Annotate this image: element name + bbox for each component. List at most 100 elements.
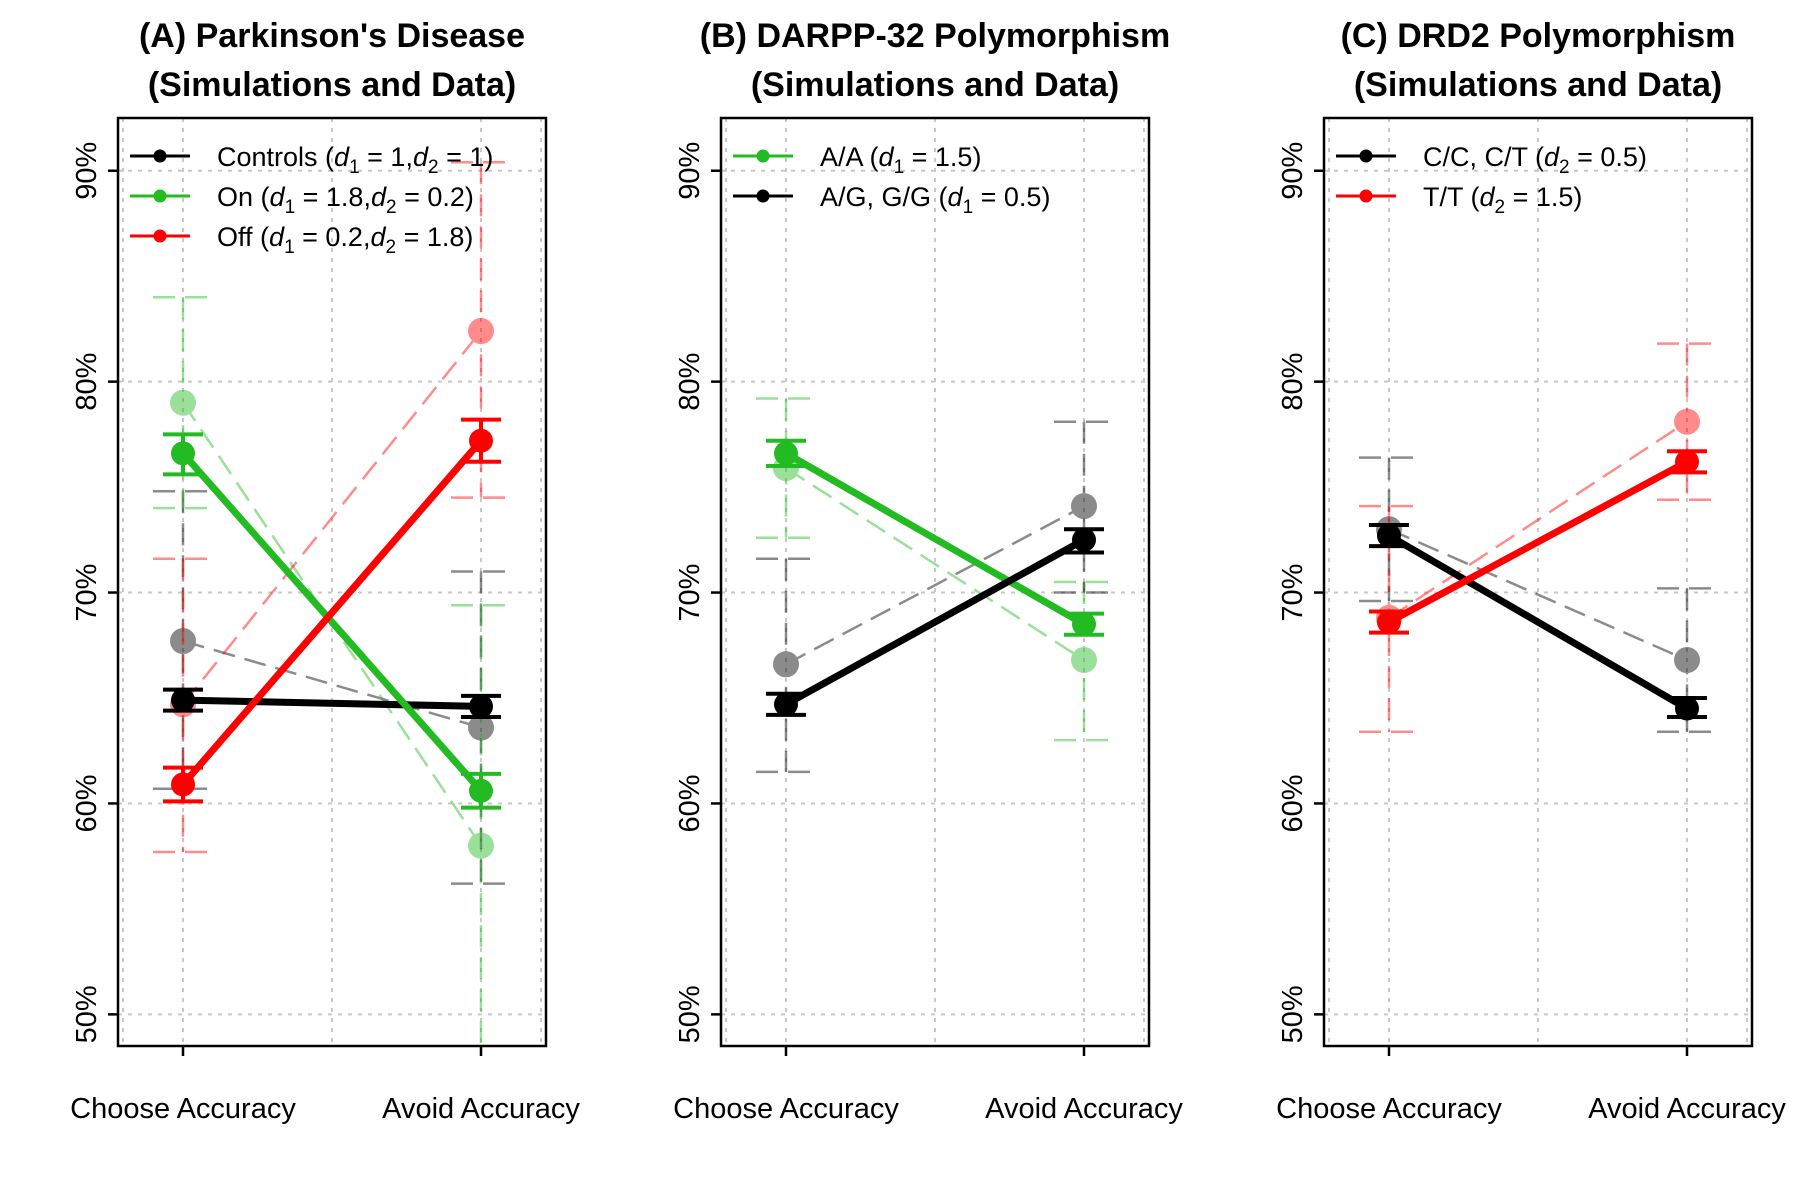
legend: C/C, C/T (d2 = 0.5) T/T (d2 = 1.5) [1336, 142, 1647, 218]
legend-label: On (d1 = 1.8,d2 = 0.2) [217, 182, 474, 218]
chart-panel-2: (C) DRD2 Polymorphism (Simulations and Da… [1276, 17, 1786, 1125]
x-tick-label: Avoid Accuracy [1588, 1093, 1786, 1125]
data-line [1388, 528, 1688, 662]
x-tick-label: Choose Accuracy [1276, 1093, 1502, 1125]
data-line [785, 504, 1085, 666]
y-tick-label: 80% [71, 353, 103, 411]
simulation-point [774, 692, 798, 717]
legend-marker [153, 229, 167, 243]
simulation-point [1377, 610, 1401, 635]
legend: A/A (d1 = 1.5) A/G, G/G (d1 = 0.5) [733, 142, 1050, 218]
data-line [1388, 420, 1688, 619]
y-tick-label: 80% [1277, 353, 1309, 411]
legend-series-name: On [217, 182, 253, 212]
simulation-point [469, 694, 493, 719]
simulation-series-2 [163, 417, 501, 804]
simulation-point [1072, 612, 1096, 637]
simulation-point [774, 441, 798, 466]
data-point [170, 628, 196, 655]
data-line [785, 467, 1085, 662]
simulation-point [171, 772, 195, 797]
data-line [182, 639, 482, 729]
data-point [1071, 647, 1097, 674]
simulation-point [1377, 523, 1401, 548]
simulation-line [182, 696, 482, 710]
x-tick-label: Avoid Accuracy [382, 1093, 580, 1125]
legend-series-name: C/C, C/T [1423, 142, 1528, 172]
y-tick-label: 60% [674, 774, 706, 832]
simulation-line [180, 438, 484, 787]
simulation-point [469, 428, 493, 453]
plot-area [153, 161, 511, 1046]
y-tick-label: 90% [71, 142, 103, 200]
chart-title: (A) Parkinson's Disease [139, 17, 525, 55]
simulation-line [1387, 532, 1689, 712]
simulation-point [1675, 696, 1699, 721]
x-tick-label: Choose Accuracy [70, 1093, 296, 1125]
data-point [1674, 408, 1700, 435]
legend-marker [153, 149, 167, 163]
simulation-point [171, 688, 195, 713]
simulation-series-1 [1369, 449, 1707, 635]
y-tick-label: 50% [71, 985, 103, 1043]
data-point [468, 832, 494, 859]
y-tick-label: 70% [674, 564, 706, 622]
y-tick-label: 50% [1277, 985, 1309, 1043]
y-tick-label: 80% [674, 353, 706, 411]
y-tick-label: 60% [1277, 774, 1309, 832]
simulation-line [1387, 458, 1689, 626]
legend-marker [1359, 149, 1373, 163]
legend-marker [756, 189, 770, 203]
chart-subtitle: (Simulations and Data) [148, 66, 516, 104]
data-point [773, 651, 799, 678]
legend: Controls (d1 = 1,d2 = 1) On (d1 = 1.8,d2 … [130, 142, 493, 258]
legend-label: C/C, C/T (d2 = 0.5) [1423, 142, 1647, 178]
chart-subtitle: (Simulations and Data) [1354, 66, 1722, 104]
legend-series-name: Off [217, 222, 253, 252]
data-line [182, 330, 482, 706]
legend-marker [756, 149, 770, 163]
simulation-series-1 [766, 527, 1104, 717]
x-tick-label: Choose Accuracy [673, 1093, 899, 1125]
y-tick-label: 70% [1277, 564, 1309, 622]
chart-panel-0: (A) Parkinson's Disease (Simulations and … [70, 17, 580, 1125]
plot-area [756, 397, 1114, 774]
chart-subtitle: (Simulations and Data) [751, 66, 1119, 104]
y-tick-label: 90% [674, 142, 706, 200]
legend-series-name: A/A [820, 142, 864, 172]
simulation-point [1072, 527, 1096, 552]
legend-series-name: A/G, G/G [820, 182, 931, 212]
legend-label: Off (d1 = 0.2,d2 = 1.8) [217, 222, 473, 258]
y-tick-label: 60% [71, 774, 103, 832]
plot-area [1359, 342, 1717, 733]
simulation-line [180, 451, 484, 794]
x-tick-label: Avoid Accuracy [985, 1093, 1183, 1125]
plot-frame [1322, 116, 1754, 1048]
plot-frame [116, 116, 548, 1048]
legend-label: A/A (d1 = 1.5) [820, 142, 981, 178]
data-point [1071, 493, 1097, 520]
simulation-series-0 [1369, 523, 1707, 721]
simulation-series-0 [766, 438, 1104, 637]
legend-marker [153, 189, 167, 203]
simulation-point [171, 441, 195, 466]
legend-series-name: Controls [217, 142, 318, 172]
plot-frame [719, 116, 1151, 1048]
y-tick-label: 70% [71, 564, 103, 622]
simulation-line [784, 536, 1086, 708]
legend-label: T/T (d2 = 1.5) [1423, 182, 1582, 218]
chart-title: (C) DRD2 Polymorphism [1341, 17, 1736, 55]
y-tick-label: 50% [674, 985, 706, 1043]
legend-series-name: T/T [1423, 182, 1463, 212]
chart-panel-1: (B) DARPP-32 Polymorphism (Simulations an… [673, 17, 1183, 1125]
simulation-series-1 [163, 432, 501, 810]
simulation-series-0 [163, 687, 501, 719]
simulation-point [1675, 449, 1699, 474]
legend-marker [1359, 189, 1373, 203]
data-point [1674, 647, 1700, 674]
chart-title: (B) DARPP-32 Polymorphism [700, 17, 1170, 55]
data-point [468, 318, 494, 345]
data-series-0 [153, 490, 511, 885]
legend-label: Controls (d1 = 1,d2 = 1) [217, 142, 493, 178]
